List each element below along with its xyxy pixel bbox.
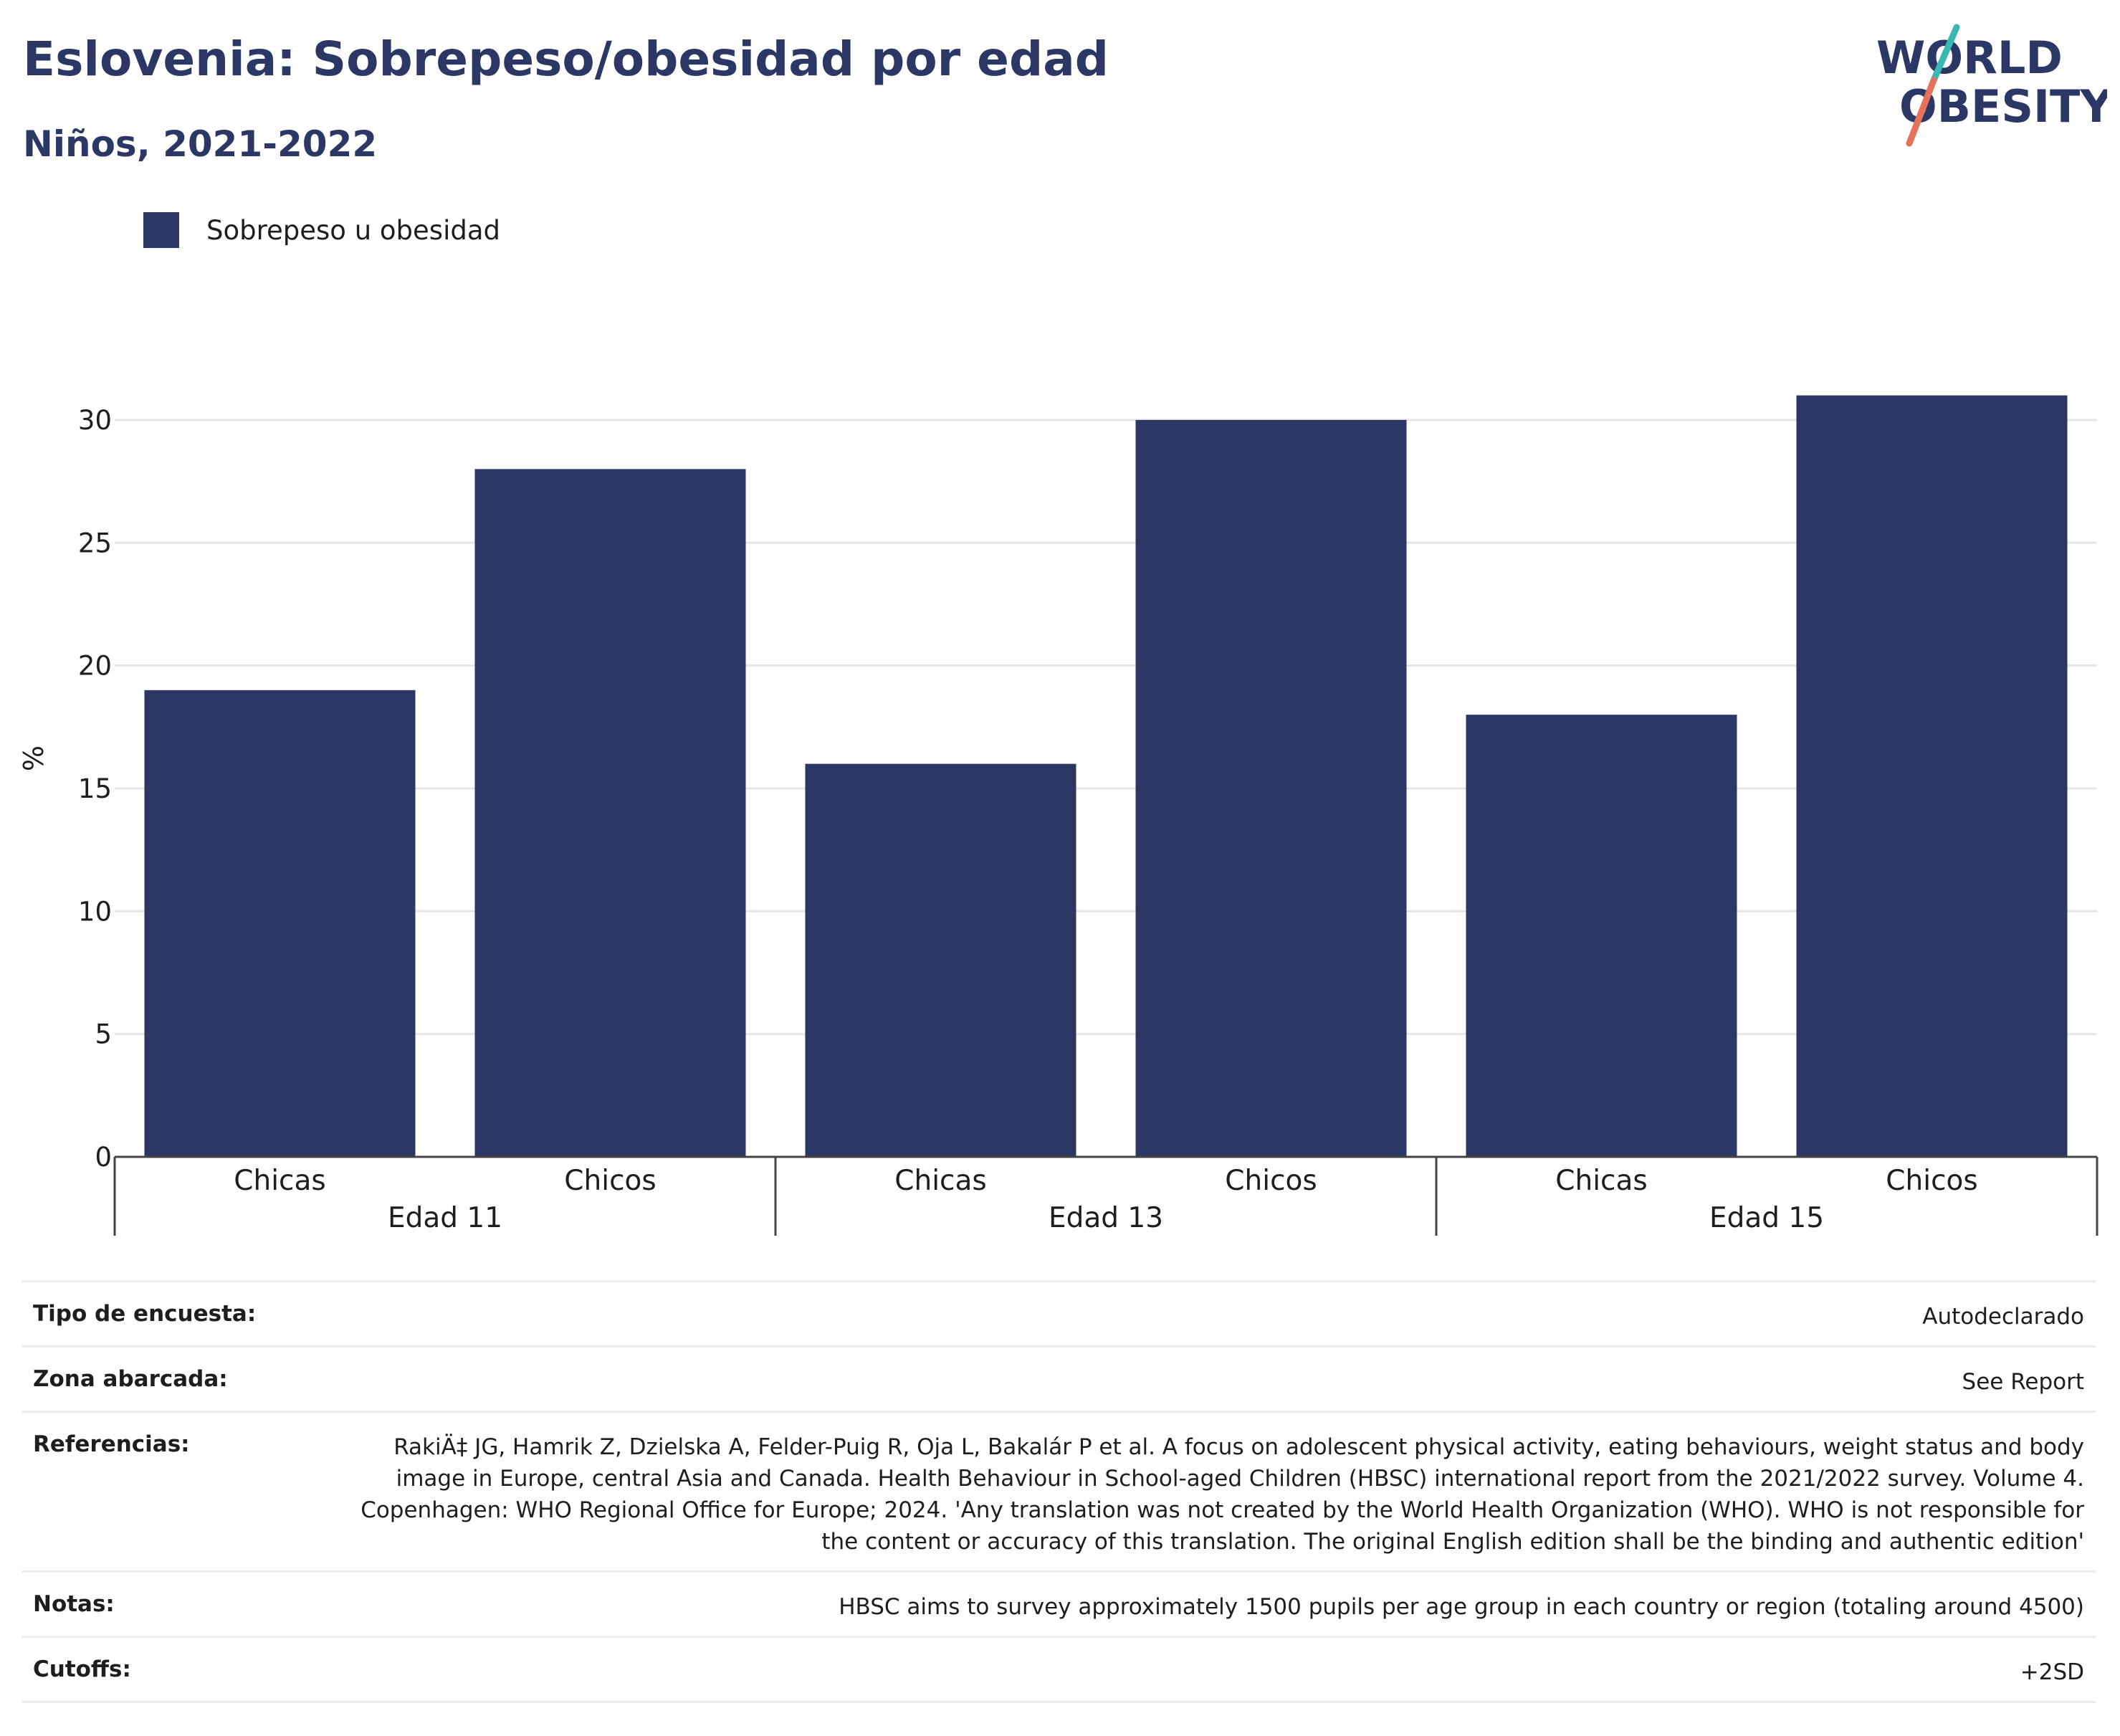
logo-slash-coral (1906, 77, 1937, 147)
page-subtitle: Niños, 2021-2022 (23, 123, 378, 165)
info-row: Notas: HBSC aims to survey approximately … (22, 1570, 2096, 1636)
info-label: Referencias: (33, 1431, 190, 1458)
y-tick-label: 5 (95, 1019, 112, 1050)
logo-text-obesity: OBESITY (1899, 80, 2107, 133)
y-axis-label: % (18, 745, 49, 771)
info-row: Zona abarcada: See Report (22, 1345, 2096, 1411)
bar (1796, 395, 2068, 1157)
y-tick-label: 0 (95, 1142, 112, 1173)
y-tick-label: 10 (78, 896, 112, 927)
x-tick-label: Chicos (1886, 1165, 1977, 1197)
bar (474, 469, 746, 1157)
page-title: Eslovenia: Sobrepeso/obesidad por edad (23, 32, 1109, 87)
info-row: Cutoffs: +2SD (22, 1636, 2096, 1704)
world-obesity-logo: WORLD OBESITY (1876, 24, 2107, 147)
bar (1466, 715, 1737, 1157)
legend-swatch (143, 212, 179, 248)
info-value: See Report (1962, 1369, 2084, 1396)
group-label: Edad 13 (1049, 1202, 1163, 1234)
chart-legend[interactable]: Sobrepeso u obesidad (143, 212, 500, 248)
info-label: Zona abarcada: (33, 1366, 228, 1393)
logo-text-world: WORLD (1876, 32, 2063, 84)
x-tick-label: Chicos (564, 1165, 656, 1197)
info-row: Tipo de encuesta: Autodeclarado (22, 1280, 2096, 1345)
y-tick-label: 30 (78, 405, 112, 436)
group-label: Edad 15 (1709, 1202, 1824, 1234)
info-label: Notas: (33, 1591, 115, 1618)
y-tick-label: 20 (78, 651, 112, 682)
info-value: Autodeclarado (1922, 1304, 2084, 1330)
bar (144, 690, 416, 1157)
info-table: Tipo de encuesta: Autodeclarado Zona abarc… (22, 1280, 2096, 1704)
info-row: Referencias: RakiÄ‡ JG, Hamrik Z, Dzielsk… (22, 1411, 2096, 1570)
info-value: HBSC aims to survey approximately 1500 p… (839, 1594, 2084, 1621)
x-tick-label: Chicos (1225, 1165, 1317, 1197)
info-label: Tipo de encuesta: (33, 1301, 257, 1327)
info-value: +2SD (2020, 1659, 2084, 1686)
x-tick-label: Chicas (234, 1165, 325, 1197)
info-label: Cutoffs: (33, 1656, 131, 1683)
bar (805, 763, 1076, 1157)
logo-slash-teal (1930, 24, 1960, 84)
y-tick-label: 25 (78, 528, 112, 558)
legend-label: Sobrepeso u obesidad (206, 214, 500, 246)
x-tick-label: Chicas (1555, 1165, 1647, 1197)
group-label: Edad 11 (388, 1202, 502, 1234)
info-value: RakiÄ‡ JG, Hamrik Z, Dzielska A, Felder-… (361, 1434, 2084, 1555)
x-tick-label: Chicas (894, 1165, 986, 1197)
y-tick-label: 15 (78, 773, 112, 804)
bar-chart: 0 5 10 15 20 25 30% Chicas Chicos Chicas Chicos Chi… (18, 395, 2098, 1236)
bar (1135, 419, 1407, 1157)
